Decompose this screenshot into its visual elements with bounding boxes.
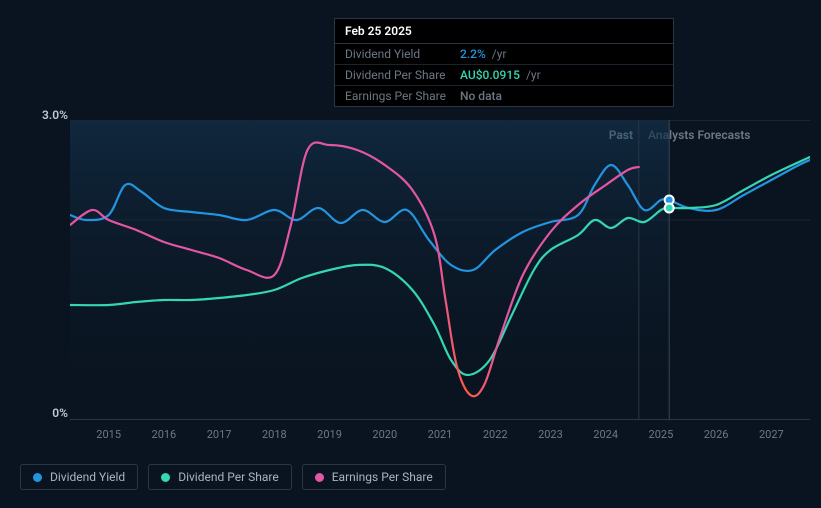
x-axis-tick: 2022: [483, 428, 508, 441]
chart-area[interactable]: 3.0% 0% Past Analysts Forecasts 20152016…: [20, 108, 810, 448]
hover-tooltip: Feb 25 2025 Dividend Yield2.2% /yrDivide…: [334, 18, 674, 107]
tooltip-row: Dividend Per ShareAU$0.0915 /yr: [335, 65, 673, 86]
tooltip-row-value: AU$0.0915 /yr: [460, 68, 541, 82]
tooltip-row: Earnings Per ShareNo data: [335, 86, 673, 106]
tooltip-row-label: Dividend Per Share: [345, 68, 460, 82]
x-axis-tick: 2021: [428, 428, 453, 441]
chart-plot[interactable]: [70, 120, 810, 420]
x-axis-tick: 2026: [704, 428, 729, 441]
hover-marker: [665, 204, 674, 213]
x-axis-tick: 2017: [207, 428, 232, 441]
legend-dot: [33, 473, 42, 482]
y-axis-bottom-label: 0%: [52, 406, 68, 420]
x-axis-tick: 2023: [538, 428, 563, 441]
x-axis-tick: 2019: [317, 428, 342, 441]
x-axis-tick: 2015: [96, 428, 121, 441]
legend-dot: [161, 473, 170, 482]
tooltip-row-label: Dividend Yield: [345, 47, 460, 61]
legend-dot: [315, 473, 324, 482]
x-axis-tick: 2024: [593, 428, 618, 441]
legend-label: Dividend Yield: [50, 470, 125, 484]
x-axis-tick: 2027: [759, 428, 784, 441]
tooltip-row-value: No data: [460, 89, 502, 103]
y-axis-top-label: 3.0%: [42, 108, 68, 122]
tooltip-row-value: 2.2% /yr: [460, 47, 506, 61]
legend-item-dividend-per-share[interactable]: Dividend Per Share: [148, 464, 292, 490]
chart-legend: Dividend Yield Dividend Per Share Earnin…: [20, 464, 446, 490]
legend-item-earnings-per-share[interactable]: Earnings Per Share: [302, 464, 446, 490]
x-axis-tick: 2018: [262, 428, 287, 441]
legend-label: Dividend Per Share: [178, 470, 279, 484]
tooltip-row-label: Earnings Per Share: [345, 89, 460, 103]
tooltip-row: Dividend Yield2.2% /yr: [335, 44, 673, 65]
x-axis-tick: 2016: [152, 428, 177, 441]
tooltip-date: Feb 25 2025: [335, 19, 673, 44]
x-axis-tick: 2025: [649, 428, 674, 441]
x-axis-tick: 2020: [372, 428, 397, 441]
legend-label: Earnings Per Share: [332, 470, 433, 484]
legend-item-dividend-yield[interactable]: Dividend Yield: [20, 464, 138, 490]
